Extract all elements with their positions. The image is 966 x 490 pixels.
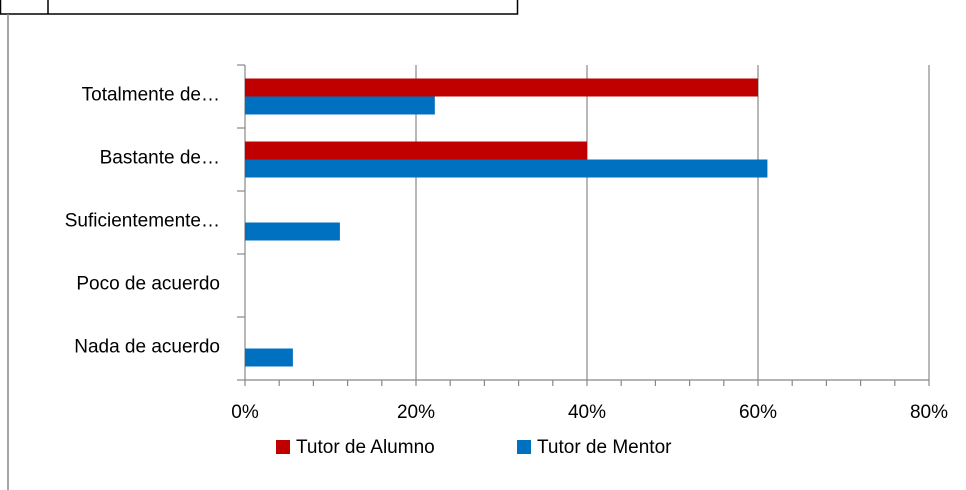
bar — [245, 348, 293, 367]
y-tick-label: Suficientemente… — [65, 211, 220, 232]
legend-label: Tutor de Alumno — [296, 437, 435, 458]
bar — [245, 141, 587, 160]
y-tick-label: Bastante de… — [100, 148, 220, 169]
bar — [245, 222, 340, 241]
x-tick-label: 40% — [568, 402, 606, 423]
y-tick-label: Poco de acuerdo — [76, 274, 220, 295]
bar — [245, 96, 435, 115]
x-tick-label: 0% — [231, 402, 259, 423]
x-tick-label: 20% — [397, 402, 435, 423]
legend-swatch — [276, 440, 290, 454]
y-tick-label: Totalmente de… — [82, 85, 220, 106]
legend-swatch — [517, 440, 531, 454]
x-tick-label: 60% — [739, 402, 777, 423]
bar — [245, 159, 768, 178]
x-tick-label: 80% — [910, 402, 948, 423]
y-tick-label: Nada de acuerdo — [74, 337, 220, 358]
legend-label: Tutor de Mentor — [537, 437, 672, 458]
header-box — [0, 0, 519, 15]
bar — [245, 78, 758, 97]
